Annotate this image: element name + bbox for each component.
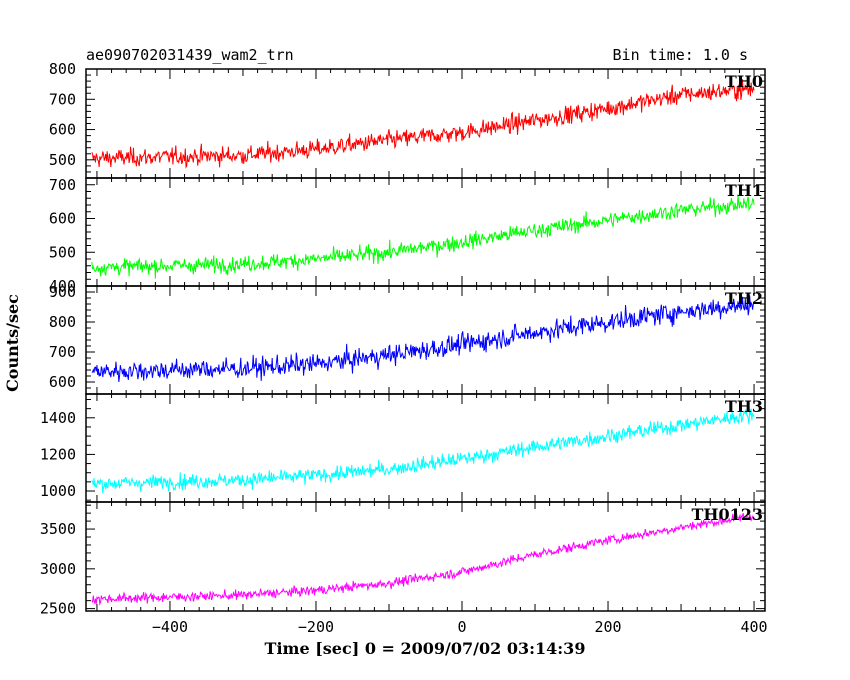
panel-frame bbox=[85, 285, 766, 395]
y-tick-label: 500 bbox=[49, 151, 76, 169]
y-tick-label: 1400 bbox=[40, 409, 76, 427]
x-tick-label: −400 bbox=[152, 618, 188, 636]
y-tick-label: 2500 bbox=[40, 600, 76, 618]
y-tick-label: 800 bbox=[49, 313, 76, 331]
series-label-th0123: TH0123 bbox=[691, 505, 763, 524]
y-tick-label: 3500 bbox=[40, 520, 76, 538]
panels-group: 500 600 700 800 TH0 400 500 600 700 TH1 600 700 800 9… bbox=[40, 60, 766, 618]
y-tick-label: 600 bbox=[49, 210, 76, 228]
bin-time-label: Bin time: 1.0 s bbox=[613, 46, 748, 64]
y-tick-label: 500 bbox=[49, 243, 76, 261]
panel-th2: 600 700 800 900 TH2 bbox=[49, 283, 766, 395]
y-tick-label: 600 bbox=[49, 121, 76, 139]
y-tick-label: 1200 bbox=[40, 445, 76, 463]
panel-th0: 500 600 700 800 TH0 bbox=[49, 60, 766, 179]
series-label-th3: TH3 bbox=[725, 397, 763, 416]
y-axis-label: Counts/sec bbox=[3, 294, 22, 392]
x-tick-label: 400 bbox=[741, 618, 768, 636]
panel-frame bbox=[85, 393, 766, 503]
panel-th0123: 2500 3000 3500 TH0123 bbox=[40, 501, 766, 618]
series-line-th0 bbox=[91, 79, 755, 169]
series-label-th2: TH2 bbox=[725, 289, 763, 308]
panel-th3: 1000 1200 1400 TH3 bbox=[40, 393, 766, 503]
x-tick-label: 0 bbox=[457, 618, 466, 636]
y-tick-label: 3000 bbox=[40, 560, 76, 578]
y-tick-label: 700 bbox=[49, 176, 76, 194]
y-tick-label: 800 bbox=[49, 60, 76, 78]
chart-title: ae090702031439_wam2_trn bbox=[86, 46, 294, 64]
x-tick-label: 200 bbox=[594, 618, 621, 636]
series-label-th0: TH0 bbox=[725, 72, 763, 91]
series-line-th0123 bbox=[91, 513, 755, 606]
y-tick-label: 400 bbox=[49, 277, 76, 295]
series-line-th2 bbox=[91, 295, 755, 382]
panel-frame bbox=[85, 501, 766, 612]
series-line-th1 bbox=[91, 194, 755, 279]
series-label-th1: TH1 bbox=[725, 181, 763, 200]
x-tick-labels: −400 −200 0 200 400 bbox=[152, 618, 768, 636]
y-tick-label: 1000 bbox=[40, 482, 76, 500]
y-tick-label: 700 bbox=[49, 90, 76, 108]
y-tick-label: 900 bbox=[49, 283, 76, 301]
series-line-th3 bbox=[91, 408, 755, 494]
y-tick-label: 700 bbox=[49, 343, 76, 361]
x-axis-label: Time [sec] 0 = 2009/07/02 03:14:39 bbox=[265, 639, 586, 658]
panel-frame bbox=[85, 177, 766, 287]
x-tick-label: −200 bbox=[298, 618, 334, 636]
panel-th1: 400 500 600 700 TH1 bbox=[49, 176, 766, 295]
y-tick-label: 600 bbox=[49, 373, 76, 391]
